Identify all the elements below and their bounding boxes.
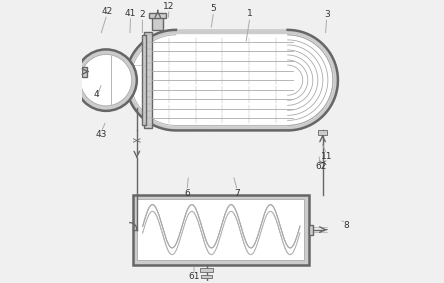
Text: 2: 2 [139, 10, 145, 19]
Bar [137, 199, 304, 260]
Text: 7: 7 [234, 189, 240, 198]
Bar [133, 195, 309, 265]
Circle shape [75, 50, 137, 111]
Text: 5: 5 [211, 5, 217, 13]
Text: 42: 42 [101, 7, 112, 16]
Text: 43: 43 [95, 130, 107, 139]
Text: 12: 12 [163, 2, 174, 11]
Text: 4: 4 [94, 90, 99, 98]
Text: 1: 1 [247, 8, 253, 18]
Bar [142, 35, 146, 125]
Text: 11: 11 [321, 153, 333, 162]
Text: 62: 62 [315, 162, 326, 171]
Polygon shape [126, 30, 338, 130]
Polygon shape [131, 35, 333, 125]
Bar [201, 275, 212, 278]
Bar [309, 225, 313, 235]
Text: 3: 3 [324, 10, 329, 19]
Text: 6: 6 [184, 189, 190, 198]
Bar [318, 130, 327, 136]
Text: 41: 41 [125, 8, 136, 18]
Bar [144, 32, 152, 128]
Bar [200, 268, 213, 272]
Bar [152, 14, 163, 30]
Bar [149, 13, 166, 18]
Text: 61: 61 [188, 272, 200, 281]
Text: 8: 8 [344, 221, 349, 230]
Circle shape [80, 54, 132, 106]
Bar [82, 67, 87, 77]
